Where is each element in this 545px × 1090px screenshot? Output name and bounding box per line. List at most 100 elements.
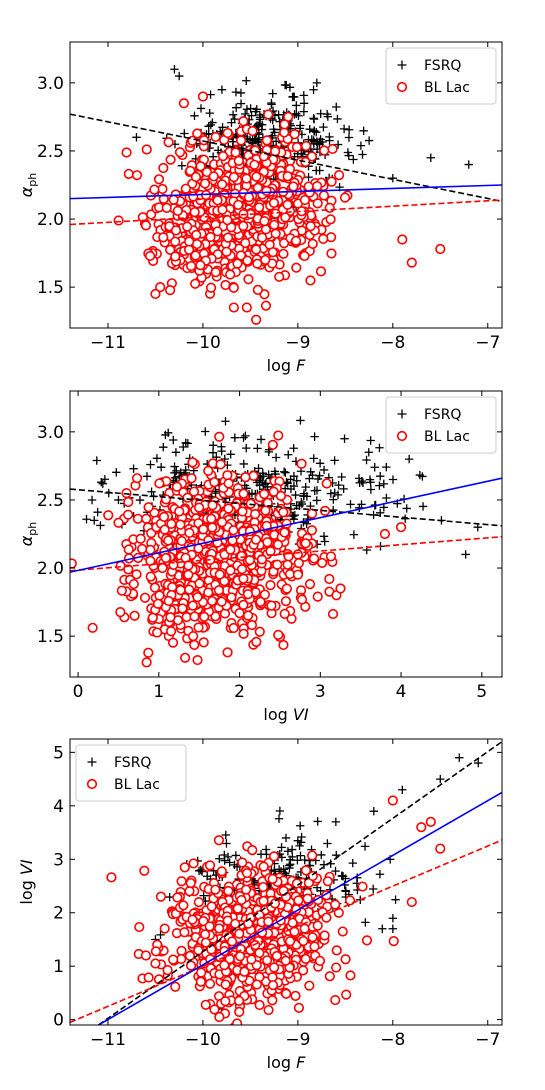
bl-lac-point [207,500,218,511]
fsrq-point [82,515,91,524]
fsrq-point [333,114,342,124]
fsrq-point [135,495,145,505]
bl-lac-point [259,589,270,600]
bl-lac-point [312,591,323,602]
bl-lac-point [233,995,245,1007]
bl-lac-point [216,866,227,877]
bl-lac-point [251,171,262,182]
bl-lac-point [321,478,332,489]
bl-lac-point [176,535,187,547]
fsrq-point [205,108,214,118]
bl-lac-point [210,267,221,278]
bl-lac-point [299,250,310,262]
bl-lac-point [241,302,252,313]
bl-lac-point [215,459,226,470]
fsrq-point [364,448,373,457]
bl-lac-point [260,300,272,311]
bl-lac-point [240,884,252,895]
fsrq-point [100,475,110,484]
x-axis-label: log F [267,1053,306,1072]
fsrq-point [199,891,208,900]
bl-lac-point [172,205,183,217]
bl-lac-point [335,583,346,594]
bl-lac-point [279,608,290,620]
bl-lac-point [235,250,247,261]
fsrq-point [348,858,357,868]
bl-lac-point [291,262,302,273]
bl-lac-point [191,229,202,240]
fsrq-point [142,472,152,481]
fsrq-point [375,443,384,452]
plot-frame [69,41,503,329]
bl-lac-point [226,936,238,947]
fit-line-fsrq [98,741,502,1025]
fsrq-point [325,136,334,145]
bl-lac-point [204,921,215,932]
x-tick-label: −8 [380,333,405,353]
bl-lac-point [238,220,249,232]
bl-lac-point [319,930,330,941]
bl-lac-point [158,162,169,174]
bl-lac-point [267,247,279,258]
bl-lac-point [223,478,234,489]
bl-lac-point [228,172,240,183]
fsrq-point [378,924,387,933]
fsrq-point [312,496,321,505]
fsrq-point [256,435,266,444]
fsrq-point [164,428,173,438]
bl-lac-point [312,920,323,931]
y-tick-label: 2.0 [37,559,64,579]
fsrq-point [376,471,385,481]
bl-lac-point [217,150,229,162]
bl-lac-point [239,966,250,977]
fsrq-point [201,427,210,436]
fsrq-point [362,455,371,465]
x-tick-label: −8 [380,1030,405,1050]
bl-lac-point [195,260,206,271]
bl-lac-point [222,215,233,226]
fsrq-point [369,806,379,816]
bl-lac-point [242,588,254,600]
x-tick-label: −9 [285,333,310,353]
bl-lac-point [317,557,328,569]
fsrq-point [271,453,281,462]
fsrq-point [360,842,370,851]
bl-lac-point [305,275,316,286]
bl-lac-point [184,527,195,538]
bl-lac-point [205,231,216,243]
fsrq-point [170,462,179,471]
bl-lac-point [216,517,228,528]
fsrq-point [87,495,97,505]
bl-lac-point [233,155,244,166]
fsrq-point [211,488,220,498]
fsrq-point [296,416,305,425]
bl-lac-point [247,845,258,856]
bl-lac-point [185,877,196,889]
bl-lac-point [143,972,154,983]
bl-lac-point [322,876,333,887]
fsrq-point [309,127,319,136]
bl-lac-point [223,503,234,514]
y-tick-label: 1.5 [37,627,64,647]
fsrq-point [268,131,277,140]
fsrq-point [213,146,223,155]
bl-lac-point [296,594,308,605]
bl-lac-point [258,881,269,893]
bl-lac-point [182,492,193,503]
fsrq-point [218,123,227,132]
bl-lac-point [123,564,134,575]
bl-lac-point [152,627,163,638]
fsrq-point [317,850,326,860]
bl-lac-point [165,626,177,637]
bl-lac-point [170,236,181,247]
fsrq-point [339,484,348,494]
bl-lac-point [293,1002,305,1013]
fsrq-point [286,475,295,484]
fsrq-point [331,866,340,876]
bl-lac-point [178,900,189,911]
bl-lac-point [165,154,176,165]
bl-lac-point [188,631,199,642]
bl-lac-point [291,142,303,153]
bl-lac-point [190,250,201,261]
bl-lac-point [184,886,195,897]
